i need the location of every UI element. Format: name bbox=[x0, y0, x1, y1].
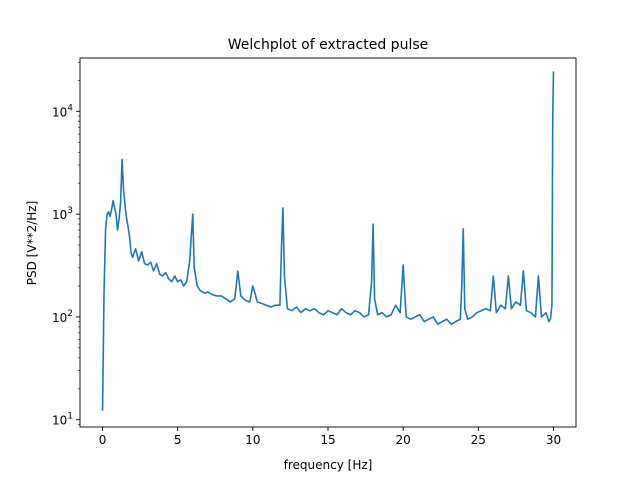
plot-area: 0 5 10 15 20 25 30 101 102 103 104 bbox=[52, 57, 577, 447]
y-tick-label: 103 bbox=[52, 206, 73, 222]
x-tick-label: 15 bbox=[320, 433, 335, 447]
chart-title: Welchplot of extracted pulse bbox=[228, 37, 429, 53]
x-tick-label: 30 bbox=[546, 433, 561, 447]
x-tick-label: 10 bbox=[245, 433, 260, 447]
y-tick-label: 102 bbox=[52, 309, 73, 325]
x-tick-label: 5 bbox=[174, 433, 182, 447]
series-line-0 bbox=[101, 71, 555, 411]
x-tick-label: 20 bbox=[396, 433, 411, 447]
x-axis-label: frequency [Hz] bbox=[284, 458, 373, 472]
y-tick-label: 104 bbox=[52, 103, 73, 119]
y-axis-label: PSD [V**2/Hz] bbox=[25, 201, 39, 285]
x-tick-label: 25 bbox=[471, 433, 486, 447]
y-tick-label: 101 bbox=[52, 412, 73, 428]
x-tick-label: 0 bbox=[99, 433, 107, 447]
